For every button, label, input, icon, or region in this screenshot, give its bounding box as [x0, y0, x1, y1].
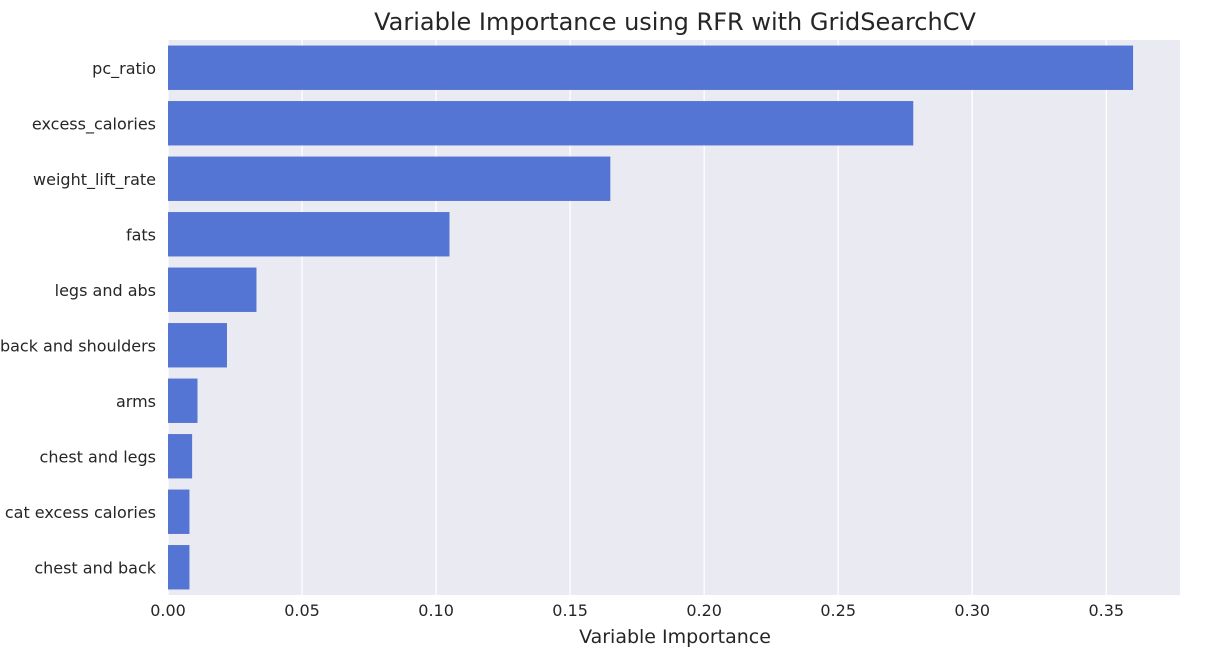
bar-excess-calories: [168, 101, 914, 146]
x-tick-label: 0.10: [418, 601, 454, 620]
y-tick-labels: pc_ratio excess_calories weight_lift_ratef…: [0, 59, 157, 578]
x-tick-label: 0.00: [150, 601, 186, 620]
x-tick-label: 0.15: [552, 601, 588, 620]
y-tick-label: fats: [126, 225, 156, 244]
y-tick-label: cat excess calories: [5, 503, 156, 522]
y-tick-label: chest and back: [34, 558, 156, 577]
bar-weight-lift-rate: [168, 156, 611, 201]
bar-back-and-shoulders: [168, 323, 227, 368]
bar-chest-and-back: [168, 545, 190, 590]
y-tick-label: legs and abs: [55, 281, 156, 300]
bar-legs-and-abs: [168, 267, 257, 312]
bar-chest-and-legs: [168, 434, 193, 479]
x-tick-label: 0.05: [284, 601, 320, 620]
x-tick-label: 0.30: [954, 601, 990, 620]
y-tick-label: weight_lift_rate: [33, 170, 156, 190]
x-tick-label: 0.25: [820, 601, 856, 620]
x-tick-labels: 0.00 0.05 0.10 0.15 0.20 0.25 0.30 0.35: [150, 601, 1124, 620]
y-tick-label: arms: [116, 392, 156, 411]
x-tick-label: 0.20: [686, 601, 722, 620]
x-axis-label: Variable Importance: [579, 626, 771, 648]
x-tick-label: 0.35: [1088, 601, 1124, 620]
y-tick-label: excess_calories: [32, 114, 156, 134]
bar-cat-excess-calories: [168, 489, 190, 534]
y-tick-label: back and shoulders: [0, 336, 156, 355]
bar-fats: [168, 212, 450, 257]
bar-arms: [168, 378, 198, 423]
bars: [168, 45, 1134, 590]
chart-title: Variable Importance using RFR with GridS…: [374, 8, 976, 36]
bar-pc-ratio: [168, 45, 1134, 90]
y-tick-label: pc_ratio: [92, 59, 156, 79]
y-tick-label: chest and legs: [40, 447, 156, 466]
